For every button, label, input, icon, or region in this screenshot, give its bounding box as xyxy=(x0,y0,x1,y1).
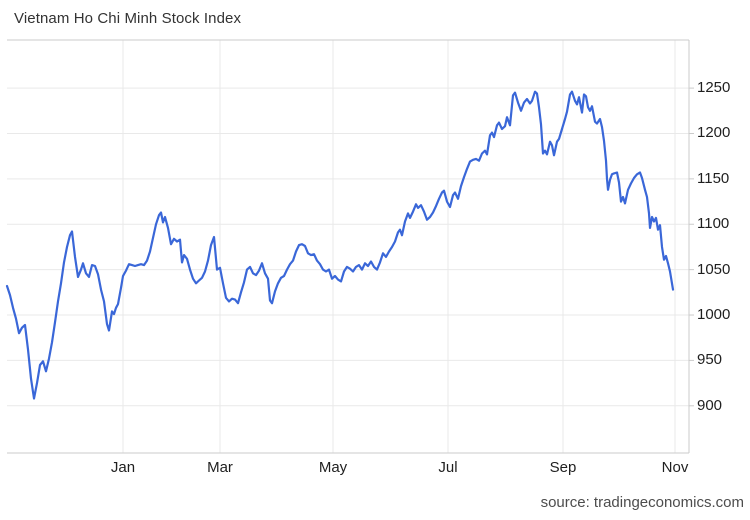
y-axis-label: 950 xyxy=(697,351,723,369)
x-axis-label: Jan xyxy=(110,459,136,476)
x-axis-label: Sep xyxy=(549,459,577,476)
page-title: Vietnam Ho Chi Minh Stock Index xyxy=(14,10,242,27)
x-axis-label: Jul xyxy=(438,459,458,476)
y-axis-label: 1050 xyxy=(697,260,731,278)
y-axis-label: 1100 xyxy=(697,215,730,233)
x-axis-label: Mar xyxy=(207,459,233,476)
x-axis-label: May xyxy=(318,459,348,476)
y-axis-label: 1000 xyxy=(697,306,731,324)
y-axis-label: 1250 xyxy=(697,79,731,97)
y-axis-label: 1200 xyxy=(697,124,731,142)
y-axis-label: 900 xyxy=(697,396,723,414)
x-axis-label: Nov xyxy=(661,459,689,476)
price-line-vn-index xyxy=(5,90,675,400)
y-axis-label: 1150 xyxy=(697,169,730,187)
source-label: source: tradingeconomics.com xyxy=(540,494,744,511)
